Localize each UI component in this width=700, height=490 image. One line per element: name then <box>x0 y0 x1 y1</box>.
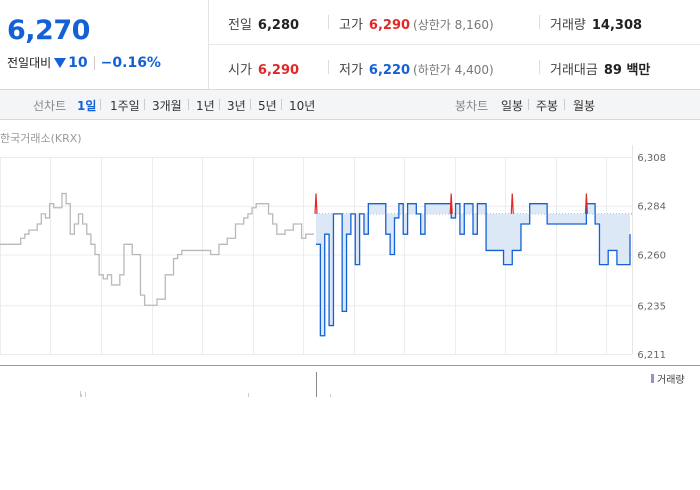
up-spike <box>510 193 514 214</box>
line-chart-label: 선차트 <box>33 99 67 113</box>
volume: 거래량 14,308 <box>550 14 642 33</box>
y-tick-label: 6,284 <box>637 202 666 213</box>
divider <box>219 99 220 110</box>
tab-1w[interactable]: 1주일 <box>110 99 140 113</box>
divider <box>328 15 329 29</box>
divider <box>539 60 540 74</box>
y-tick-label: 6,260 <box>637 250 666 261</box>
y-axis-ticks: 6,308 6,284 6,260 6,235 6,211 <box>637 153 666 361</box>
lower-limit: (하한가 4,400) <box>413 63 494 77</box>
prev-close: 전일 6,280 <box>228 14 299 33</box>
divider <box>144 99 145 110</box>
y-tick-label: 6,211 <box>637 350 666 361</box>
y-tick-label: 6,308 <box>637 153 666 164</box>
price-change: 전일대비 10 −0.16% <box>7 54 161 71</box>
tab-weekly-candle[interactable]: 주봉 <box>536 99 559 113</box>
divider <box>93 55 95 70</box>
down-triangle-icon <box>54 57 67 68</box>
change-amount: 10 <box>68 54 88 71</box>
stats-row-2: 시가 6,290 저가 6,220 (하한가 4,400) 거래대금 89 백만 <box>209 45 700 89</box>
day-low-label: 저가 <box>339 63 363 78</box>
price-summary: 6,270 전일대비 10 −0.16% <box>0 0 209 89</box>
today-price-line <box>316 203 631 337</box>
tab-1d[interactable]: 1일 <box>77 99 97 113</box>
chart-grid <box>0 145 700 366</box>
open-label: 시가 <box>228 63 252 78</box>
volume-legend-label: 거래량 <box>657 375 685 386</box>
change-percent: −0.16% <box>100 54 161 71</box>
tab-3y[interactable]: 3년 <box>227 99 246 113</box>
y-tick-label: 6,235 <box>637 301 666 312</box>
trade-amount-label: 거래대금 <box>550 63 598 78</box>
divider <box>539 15 540 29</box>
intraday-chart: 6,308 6,284 6,260 6,235 6,211 <box>0 145 700 397</box>
divider <box>281 99 282 110</box>
upper-limit: (상한가 8,160) <box>413 18 494 32</box>
previous-day-line <box>0 192 314 306</box>
day-high: 고가 6,290 (상한가 8,160) <box>339 14 494 33</box>
tab-1y[interactable]: 1년 <box>196 99 215 113</box>
tab-10y[interactable]: 10년 <box>289 99 316 113</box>
divider <box>328 60 329 74</box>
prev-close-value: 6,280 <box>257 18 300 33</box>
day-high-label: 고가 <box>339 18 363 33</box>
prev-close-label: 전일 <box>228 18 252 33</box>
change-label: 전일대비 <box>7 56 52 70</box>
volume-value: 14,308 <box>591 18 643 33</box>
up-spike <box>584 193 588 214</box>
tab-3m[interactable]: 3개월 <box>152 99 182 113</box>
tab-monthly-candle[interactable]: 월봉 <box>573 99 596 113</box>
chart-period-tabs: 선차트 1일 1주일 3개월 1년 3년 5년 10년 봉차트 일봉 주봉 월봉 <box>0 90 700 120</box>
current-price: 6,270 <box>7 15 90 46</box>
volume-bars <box>80 372 331 397</box>
divider <box>188 99 189 110</box>
day-low: 저가 6,220 (하한가 4,400) <box>339 59 494 78</box>
divider <box>250 99 251 110</box>
exchange-label: 한국거래소(KRX) <box>0 132 82 145</box>
tab-daily-candle[interactable]: 일봉 <box>501 99 524 113</box>
trade-amount-value: 89 백만 <box>603 63 651 78</box>
tab-5y[interactable]: 5년 <box>258 99 277 113</box>
chart-series <box>0 192 632 337</box>
stats-row-1: 전일 6,280 고가 6,290 (상한가 8,160) 거래량 14,308 <box>209 0 700 45</box>
quote-header: 6,270 전일대비 10 −0.16% 전일 6,280 고가 6,290 (상한가… <box>0 0 700 90</box>
divider <box>528 99 529 110</box>
trade-amount: 거래대금 89 백만 <box>550 59 650 78</box>
volume-legend-swatch <box>651 374 654 383</box>
divider <box>564 99 565 110</box>
open-price: 시가 6,290 <box>228 59 299 78</box>
up-spike <box>449 193 453 214</box>
divider <box>100 99 101 110</box>
day-low-value: 6,220 <box>368 63 411 78</box>
volume-label: 거래량 <box>550 18 586 33</box>
up-spike <box>314 193 318 214</box>
open-value: 6,290 <box>257 63 300 78</box>
candle-chart-label: 봉차트 <box>455 99 489 113</box>
volume-legend: 거래량 <box>651 371 685 386</box>
day-high-value: 6,290 <box>368 18 411 33</box>
